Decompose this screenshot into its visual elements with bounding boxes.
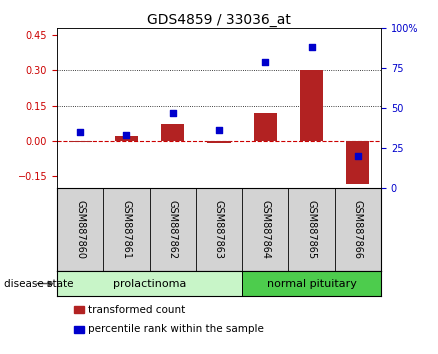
- Text: GSM887863: GSM887863: [214, 200, 224, 259]
- Text: percentile rank within the sample: percentile rank within the sample: [88, 324, 264, 334]
- Text: GSM887866: GSM887866: [353, 200, 363, 259]
- Point: [308, 45, 315, 50]
- Text: GSM887864: GSM887864: [260, 200, 270, 259]
- Text: GSM887865: GSM887865: [307, 200, 317, 259]
- Text: GSM887861: GSM887861: [121, 200, 131, 259]
- Text: disease state: disease state: [4, 279, 74, 289]
- Bar: [254, 113, 277, 141]
- Bar: [242, 271, 381, 296]
- Text: GSM887860: GSM887860: [75, 200, 85, 259]
- Bar: [57, 271, 242, 296]
- Point: [262, 59, 269, 65]
- Point: [354, 153, 361, 159]
- Bar: [161, 124, 184, 141]
- Point: [77, 129, 84, 135]
- Point: [169, 110, 176, 116]
- Text: transformed count: transformed count: [88, 305, 185, 315]
- Bar: [346, 141, 370, 184]
- Point: [215, 127, 223, 133]
- Title: GDS4859 / 33036_at: GDS4859 / 33036_at: [147, 13, 291, 27]
- Bar: [300, 70, 323, 141]
- Bar: [208, 141, 230, 143]
- Bar: [115, 136, 138, 141]
- Point: [123, 132, 130, 138]
- Text: GSM887862: GSM887862: [168, 200, 178, 259]
- Text: normal pituitary: normal pituitary: [267, 279, 357, 289]
- Text: prolactinoma: prolactinoma: [113, 279, 186, 289]
- Bar: [68, 141, 92, 142]
